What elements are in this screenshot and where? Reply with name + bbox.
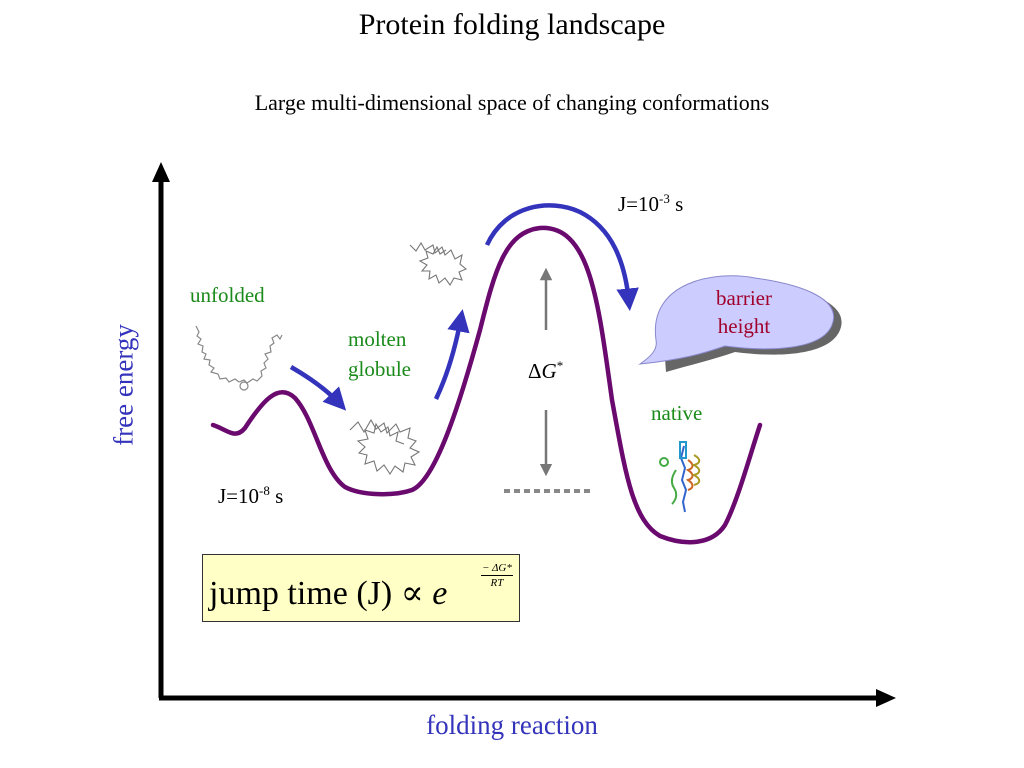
- state-label-molten-globule: molten globule: [348, 324, 411, 384]
- jump-late-prefix: J=10: [618, 192, 660, 216]
- molten-globule-image: [349, 418, 421, 476]
- delta-symbol: Δ: [528, 359, 542, 383]
- bubble-line-1: barrier: [716, 286, 772, 310]
- x-axis-label: folding reaction: [426, 710, 598, 740]
- formula-exponent: − ΔG* RT: [481, 563, 513, 589]
- formula-main: jump time (J) ∝ e: [209, 577, 447, 611]
- jump-time-formula-box: jump time (J) ∝ e − ΔG* RT: [202, 554, 520, 622]
- jump-time-late: J=10-3 s: [618, 191, 683, 217]
- formula-e: e: [432, 575, 448, 612]
- native-protein-image: [659, 441, 701, 513]
- page-subtitle: Large multi-dimensional space of changin…: [254, 90, 770, 115]
- arrow-unfolded-to-molten: [289, 365, 347, 411]
- energy-curve: [210, 225, 763, 545]
- formula-text: jump time (J) ∝: [209, 575, 433, 612]
- page-title: Protein folding landscape: [358, 8, 666, 41]
- unfolded-ring: [239, 381, 249, 391]
- arrow-over-barrier: [484, 203, 639, 311]
- formula-numerator: − ΔG*: [481, 562, 513, 576]
- bubble-shape: [638, 275, 835, 365]
- molten-line-1: molten: [348, 327, 407, 351]
- barrier-callout: [638, 275, 842, 372]
- barrier-height-indicator: [504, 267, 594, 493]
- jump-early-exponent: -8: [259, 483, 270, 498]
- bubble-line-2: height: [717, 314, 771, 338]
- jump-late-exponent: -3: [659, 191, 670, 206]
- state-label-native: native: [651, 401, 703, 425]
- formula-denominator: RT: [490, 577, 504, 589]
- jump-time-early: J=10-8 s: [218, 483, 283, 509]
- jump-early-unit: s: [269, 484, 284, 508]
- jump-late-unit: s: [669, 192, 684, 216]
- transition-state-image: [409, 241, 468, 287]
- axes: [152, 162, 896, 707]
- g-star: *: [556, 358, 564, 373]
- molten-line-2: globule: [348, 357, 411, 381]
- unfolded-chain-image: [195, 325, 283, 384]
- delta-g-label: ΔG*: [528, 358, 563, 384]
- jump-early-prefix: J=10: [218, 484, 260, 508]
- state-label-unfolded: unfolded: [190, 283, 265, 307]
- y-axis-label: free energy: [108, 324, 139, 446]
- arrow-molten-up: [433, 309, 470, 400]
- g-symbol: G: [541, 359, 557, 383]
- barrier-callout-text: barrier height: [676, 284, 812, 340]
- y-axis-arrowhead: [152, 162, 170, 182]
- x-axis-arrowhead: [876, 689, 896, 707]
